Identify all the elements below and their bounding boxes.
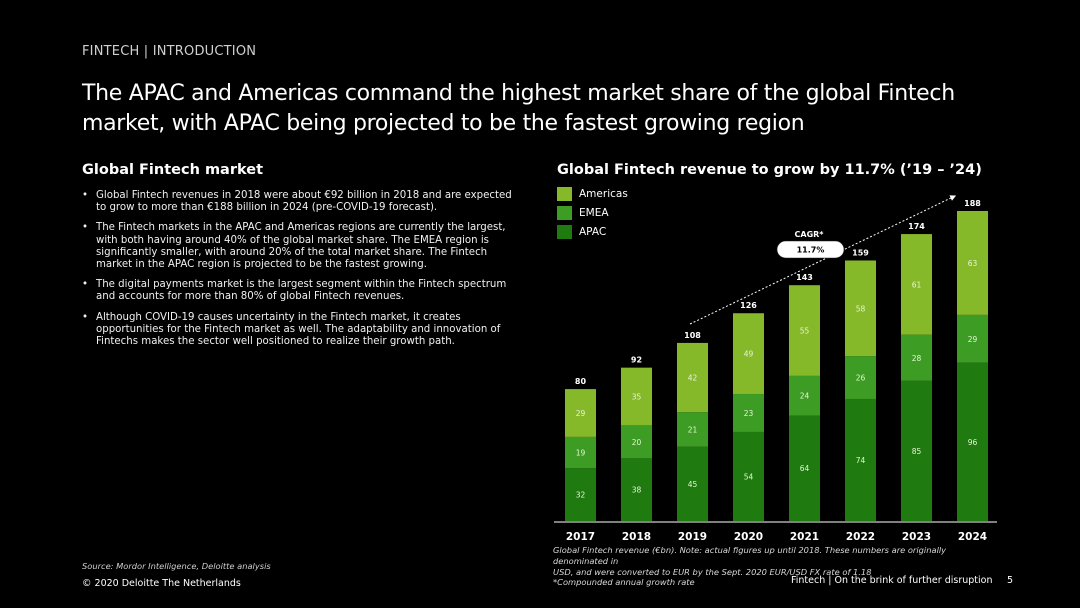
- segment-value-label: 45: [688, 480, 698, 489]
- segment-value-label: 29: [576, 409, 586, 418]
- segment-value-label: 26: [856, 374, 866, 383]
- bar-segment-apac: [733, 431, 764, 521]
- chart-footnote: Global Fintech revenue (€bn). Note: actu…: [553, 545, 993, 588]
- x-tick-label: 2020: [734, 531, 763, 543]
- legend-item-emea: EMEA: [557, 206, 628, 220]
- bar-segment-americas: [621, 367, 652, 426]
- bar-segment-emea: [789, 375, 820, 416]
- segment-value-label: 58: [856, 304, 866, 313]
- bullet-item: The digital payments market is the large…: [82, 279, 522, 303]
- bullet-item: The Fintech markets in the APAC and Amer…: [82, 222, 522, 271]
- segment-value-label: 49: [744, 350, 754, 359]
- bar-segment-emea: [677, 412, 708, 447]
- bar-total-label: 159: [852, 248, 869, 257]
- segment-value-label: 85: [912, 447, 922, 456]
- bar-segment-americas: [677, 342, 708, 413]
- x-tick-label: 2019: [678, 531, 707, 543]
- bar-segment-apac: [901, 380, 932, 521]
- bar-segment-emea: [845, 356, 876, 399]
- segment-value-label: 55: [800, 327, 810, 336]
- footnote-line: *Compounded annual growth rate: [553, 577, 695, 588]
- legend-swatch-americas: [557, 187, 572, 201]
- bar-segment-emea: [621, 425, 652, 459]
- chart-legend: Americas EMEA APAC: [557, 187, 628, 244]
- segment-value-label: 74: [856, 456, 866, 465]
- legend-swatch-apac: [557, 225, 572, 239]
- source-note: Source: Mordor Intelligence, Deloitte an…: [82, 561, 271, 571]
- footnote-line: USD, and were converted to EUR by the Se…: [553, 566, 872, 577]
- bar-total-label: 126: [740, 301, 757, 310]
- bar-segment-emea: [957, 314, 988, 363]
- bar-total-label: 143: [796, 273, 813, 282]
- legend-item-apac: APAC: [557, 225, 628, 239]
- cagr-arrow: [689, 195, 957, 325]
- segment-value-label: 24: [800, 392, 810, 401]
- eyebrow-label: FINTECH | INTRODUCTION: [82, 44, 257, 59]
- chart-title: Global Fintech revenue to grow by 11.7% …: [557, 162, 982, 178]
- legend-item-americas: Americas: [557, 187, 628, 201]
- segment-value-label: 63: [968, 259, 978, 268]
- cagr-label: CAGR*: [795, 230, 825, 239]
- bar-segment-apac: [845, 398, 876, 521]
- page-number: 5: [1007, 575, 1014, 586]
- segment-value-label: 61: [912, 280, 922, 289]
- segment-value-label: 29: [968, 335, 978, 344]
- bar-segment-apac: [565, 468, 596, 521]
- bar-total-label: 174: [908, 222, 925, 231]
- segment-value-label: 64: [800, 464, 810, 473]
- bar-segment-apac: [677, 446, 708, 521]
- cagr-value: 11.7%: [797, 246, 825, 255]
- bar-segment-americas: [789, 285, 820, 376]
- segment-value-label: 28: [912, 354, 922, 363]
- bar-segment-emea: [901, 334, 932, 381]
- bar-segment-americas: [565, 389, 596, 437]
- footer-title: Fintech | On the brink of further disrup…: [791, 575, 993, 586]
- segment-value-label: 96: [968, 438, 978, 447]
- segment-value-label: 32: [576, 491, 586, 500]
- segment-value-label: 42: [688, 374, 698, 383]
- x-tick-label: 2024: [958, 531, 987, 543]
- bar-segment-apac: [621, 458, 652, 521]
- bar-total-label: 92: [631, 356, 642, 365]
- segment-value-label: 21: [688, 425, 698, 434]
- x-tick-label: 2018: [622, 531, 651, 543]
- bullet-list: Global Fintech revenues in 2018 were abo…: [82, 190, 522, 356]
- x-tick-label: 2022: [846, 531, 875, 543]
- segment-value-label: 38: [632, 486, 642, 495]
- bar-segment-americas: [901, 234, 932, 335]
- segment-value-label: 19: [576, 449, 586, 458]
- legend-label-emea: EMEA: [579, 207, 609, 219]
- x-tick-label: 2023: [902, 531, 931, 543]
- legend-label-apac: APAC: [579, 226, 607, 238]
- bar-total-label: 188: [964, 199, 981, 208]
- bar-segment-apac: [789, 415, 820, 521]
- bar-segment-americas: [733, 313, 764, 395]
- bar-segment-emea: [733, 394, 764, 432]
- bar-segment-emea: [565, 436, 596, 469]
- bullet-item: Although COVID-19 causes uncertainty in …: [82, 312, 522, 349]
- segment-value-label: 54: [744, 472, 754, 481]
- bar-segment-americas: [845, 260, 876, 357]
- legend-label-americas: Americas: [579, 188, 628, 200]
- bullet-item: Global Fintech revenues in 2018 were abo…: [82, 190, 522, 214]
- copyright: © 2020 Deloitte The Netherlands: [82, 578, 241, 589]
- segment-value-label: 20: [632, 438, 642, 447]
- segment-value-label: 35: [632, 393, 642, 402]
- footnote-line: Global Fintech revenue (€bn). Note: actu…: [553, 545, 947, 566]
- legend-swatch-emea: [557, 206, 572, 220]
- cagr-badge: [776, 240, 845, 259]
- x-tick-label: 2021: [790, 531, 819, 543]
- bar-segment-americas: [957, 211, 988, 315]
- left-section-heading: Global Fintech market: [82, 162, 264, 178]
- bar-segment-apac: [957, 362, 988, 521]
- x-tick-label: 2017: [566, 531, 595, 543]
- page-title: The APAC and Americas command the highes…: [82, 80, 955, 136]
- segment-value-label: 23: [744, 409, 754, 418]
- bar-total-label: 80: [575, 377, 587, 386]
- bar-total-label: 108: [684, 331, 701, 340]
